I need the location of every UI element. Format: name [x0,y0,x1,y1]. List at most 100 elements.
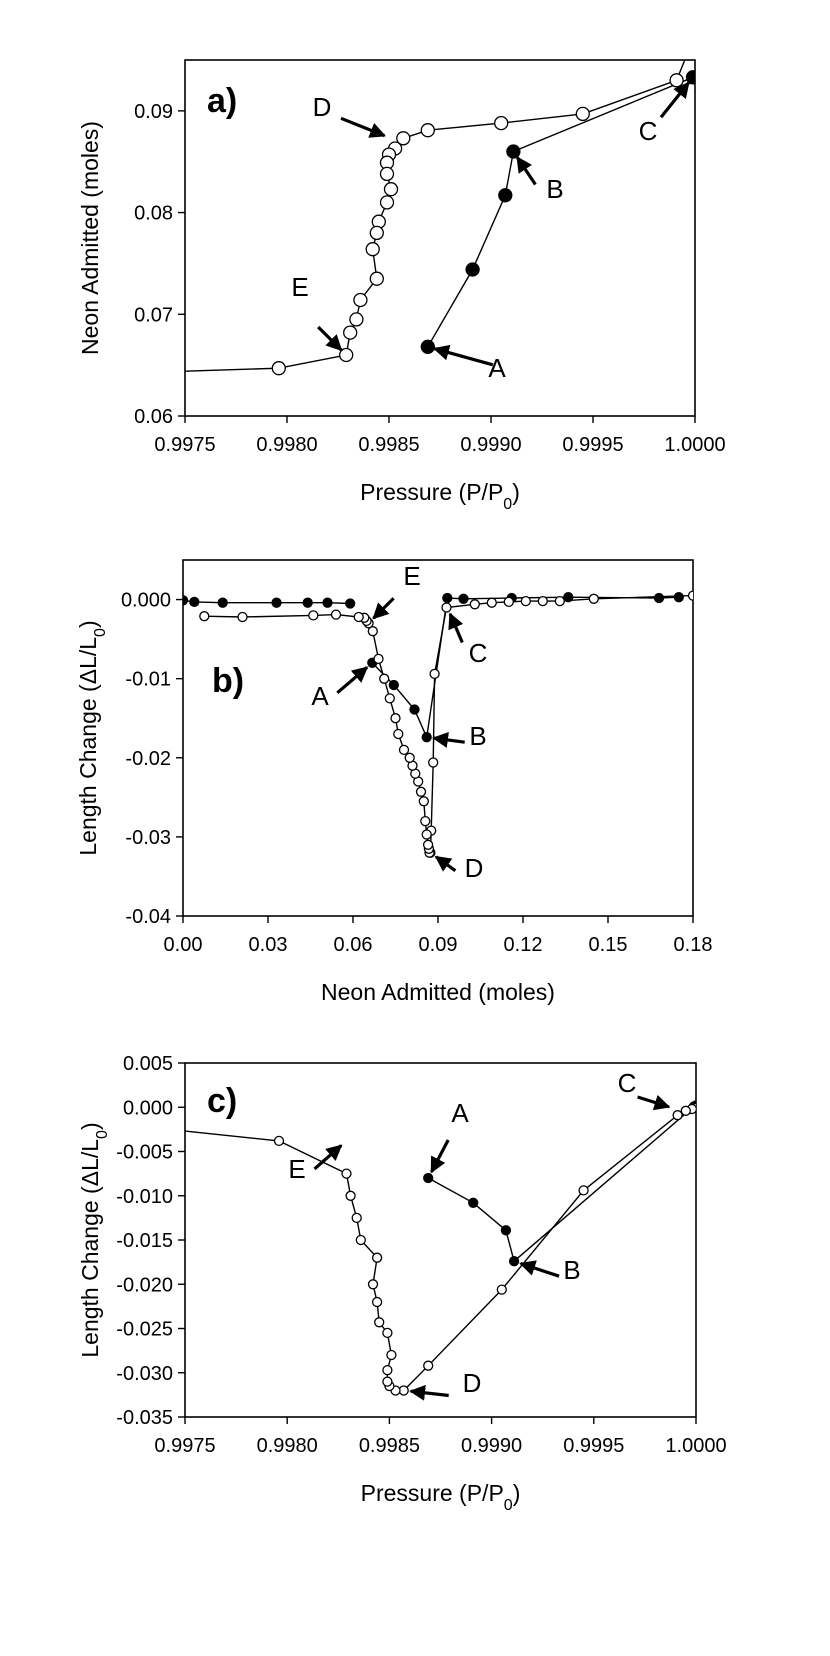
data-point-a-open [575,106,590,122]
x-tick-label-b: 0.03 [249,934,288,956]
data-point-b-filled [442,592,453,604]
y-tick-label-b: -0.01 [125,669,171,691]
data-point-b-filled [345,598,356,609]
annotation-arrow-a [659,81,690,119]
y-axis-title-main-a: Neon Admitted (moles) [77,121,103,355]
data-point-c-open [273,1135,285,1147]
x-axis-title-a: Pressure (P/P0) [360,479,520,513]
y-axis-title-c: Length Change (ΔL/L0) [77,1122,111,1357]
data-point-b-filled [302,597,313,608]
annotation-label-a: D [313,92,332,122]
data-point-b-open [393,728,404,740]
data-point-b-open [537,595,548,607]
y-tick-label-b: -0.03 [125,827,171,849]
annotation-arrow-b [432,732,465,748]
data-point-b-filled [388,679,399,691]
data-point-c-open [351,1212,362,1224]
data-point-c-open [496,1284,507,1295]
annotation-label-a: A [488,353,506,383]
x-tick-label-a: 0.9975 [154,434,215,456]
annotation-label-b: D [465,853,484,883]
data-point-b-open [367,626,378,637]
y-axis-title-sub-b: 0 [92,628,109,637]
y-axis-title-end-b: ) [75,620,101,628]
data-point-b-open [404,752,415,763]
data-point-c-open [578,1185,589,1196]
x-tick-label-c: 0.9990 [461,1435,522,1457]
series-line-b-2 [204,594,693,854]
data-point-b-open [353,611,364,623]
data-point-b-filled [421,732,432,743]
x-tick-label-c: 0.9975 [154,1435,215,1457]
data-point-b-open [199,611,210,622]
x-axis-title-end-c: ) [513,1480,521,1506]
x-tick-label-c: 0.9985 [359,1435,420,1457]
data-point-a-filled [685,70,695,85]
data-point-c-open [382,1364,393,1376]
annotation-arrow-b [336,666,369,695]
data-point-c-open [374,1317,385,1328]
data-point-b-open [428,757,439,768]
data-point-b-open [503,596,514,608]
x-axis-title-sub-c: 0 [504,1497,513,1514]
data-point-c-open [345,1190,356,1201]
panel-a: 0.9975 0.9980 0.9985 0.9990 0.9995 1.0000 0.06… [77,59,726,513]
x-tick-label-c: 1.0000 [665,1435,726,1457]
annotation-arrow-a [432,344,494,367]
data-point-b-filled [563,592,574,603]
data-point-a-open [396,131,411,146]
annotation-arrow-c [637,1094,671,1111]
plot-area-a [185,60,695,376]
annotation-arrow-c [409,1384,449,1401]
data-point-c-open [355,1234,366,1246]
annotation-label-c: B [563,1255,580,1285]
annotation-label-b: E [403,561,420,591]
y-axis-title-b: Length Change (ΔL/L0) [75,620,109,855]
data-point-a-open [494,115,509,131]
data-point-a-open [379,166,395,182]
x-tick-label-a: 1.0000 [664,434,725,456]
data-point-a-filled [420,339,435,354]
data-point-a-open [343,325,358,340]
data-point-a-open [353,292,368,308]
data-point-a-open [339,347,354,363]
x-tick-label-a: 0.9995 [562,434,623,456]
annotation-label-c: E [288,1154,305,1184]
data-point-b-open [373,653,384,665]
x-tick-label-b: 0.00 [164,934,203,956]
data-point-b-filled [271,597,282,608]
series-line-c-0 [427,1104,696,1263]
y-tick-label-a: 0.07 [134,304,173,326]
y-tick-label-c: -0.010 [116,1186,173,1208]
data-point-b-open [469,599,480,610]
data-point-b-open [429,668,440,680]
data-point-b-open [687,590,693,601]
annotation-label-b: A [311,681,329,711]
y-tick-label-b: 0.000 [121,590,171,612]
data-point-b-open [398,744,410,756]
annotation-label-a: B [546,174,563,204]
annotation-arrow-b [434,855,457,873]
data-point-a-open [365,242,380,257]
data-point-c-filled [468,1197,479,1208]
data-point-c-open [382,1376,393,1387]
annotation-label-b: C [469,638,488,668]
data-point-b-open [520,595,531,607]
annotation-arrow-a [340,116,386,138]
data-point-b-open [588,593,599,604]
data-point-b-open [421,829,432,840]
data-point-a-filled [506,144,521,159]
y-tick-label-b: -0.04 [125,906,171,928]
data-point-a-open [383,182,399,197]
x-axis-title-b: Neon Admitted (moles) [321,979,555,1005]
annotation-arrow-c [430,1139,450,1174]
panel-c: 0.9975 0.9980 0.9985 0.9990 0.9995 1.0000 -0.0… [77,1053,727,1514]
annotation-arrow-c [313,1144,343,1171]
data-point-a-open [349,312,364,327]
data-point-b-open [422,839,434,850]
y-tick-label-a: 0.09 [134,101,173,123]
data-point-a-open [669,73,684,88]
plot-area-c [185,1100,696,1396]
y-axis-title-sub-c: 0 [94,1130,111,1139]
plot-frame-a [184,59,696,417]
